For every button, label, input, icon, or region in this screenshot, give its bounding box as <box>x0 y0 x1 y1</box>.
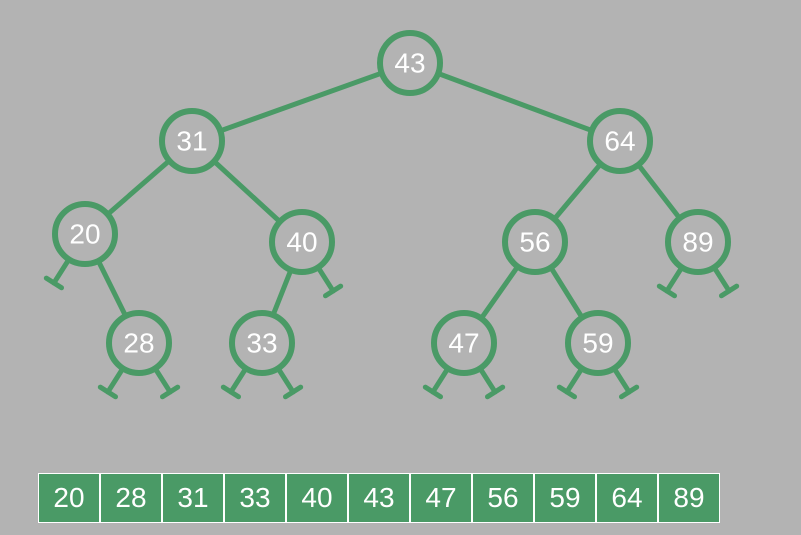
array-cell: 33 <box>225 474 285 522</box>
tree-node: 20 <box>52 201 118 267</box>
sorted-array: 20 28 31 33 40 43 47 56 59 64 89 <box>38 473 720 523</box>
tree-edges <box>82 60 701 346</box>
null-terminator <box>220 384 242 400</box>
tree-node: 40 <box>269 209 335 275</box>
tree-node-label: 59 <box>582 328 613 359</box>
tree-node: 56 <box>502 209 568 275</box>
tree-node-label: 31 <box>176 126 207 157</box>
tree-node-circle <box>665 209 731 275</box>
tree-node-circle <box>587 108 653 174</box>
tree-node-label: 20 <box>69 219 100 250</box>
array-cell: 43 <box>349 474 409 522</box>
null-terminator <box>484 384 506 400</box>
null-terminator <box>159 384 181 400</box>
tree-node-circle <box>269 209 335 275</box>
tree-node: 89 <box>665 209 731 275</box>
tree-node-circle <box>229 310 295 376</box>
tree-node: 33 <box>229 310 295 376</box>
tree-node-circle <box>377 30 443 96</box>
null-terminator <box>43 275 65 291</box>
tree-node-label: 89 <box>682 227 713 258</box>
tree-node-circle <box>159 108 225 174</box>
tree-node-label: 33 <box>246 328 277 359</box>
null-terminator <box>422 384 444 400</box>
null-terminator <box>656 283 678 299</box>
tree-node-label: 43 <box>394 48 425 79</box>
null-terminator <box>556 384 578 400</box>
tree-node-label: 56 <box>519 227 550 258</box>
tree-node: 59 <box>565 310 631 376</box>
array-cell: 20 <box>39 474 99 522</box>
tree-node-circle <box>106 310 172 376</box>
tree-node-label: 28 <box>123 328 154 359</box>
tree-node: 64 <box>587 108 653 174</box>
null-terminator <box>97 384 119 400</box>
array-cell: 31 <box>163 474 223 522</box>
tree-node: 28 <box>106 310 172 376</box>
tree-node: 47 <box>431 310 497 376</box>
tree-nodes: 43 31 64 20 40 56 89 28 33 47 59 <box>52 30 731 376</box>
null-terminator <box>322 283 344 299</box>
tree-node-circle <box>565 310 631 376</box>
tree-node-label: 47 <box>448 328 479 359</box>
array-cell: 56 <box>473 474 533 522</box>
array-cell: 89 <box>659 474 719 522</box>
tree-edge <box>407 60 623 144</box>
array-cell: 47 <box>411 474 471 522</box>
tree-node-label: 40 <box>286 227 317 258</box>
null-terminator <box>618 384 640 400</box>
tree-node-circle <box>431 310 497 376</box>
array-cell: 59 <box>535 474 595 522</box>
null-terminator <box>718 283 740 299</box>
tree-node-label: 64 <box>604 126 635 157</box>
tree-node: 43 <box>377 30 443 96</box>
array-cell: 40 <box>287 474 347 522</box>
tree-edge <box>189 60 413 144</box>
array-cell: 64 <box>597 474 657 522</box>
array-cell: 28 <box>101 474 161 522</box>
null-terminator <box>282 384 304 400</box>
tree-node-circle <box>52 201 118 267</box>
tree-node-circle <box>502 209 568 275</box>
tree-node: 31 <box>159 108 225 174</box>
